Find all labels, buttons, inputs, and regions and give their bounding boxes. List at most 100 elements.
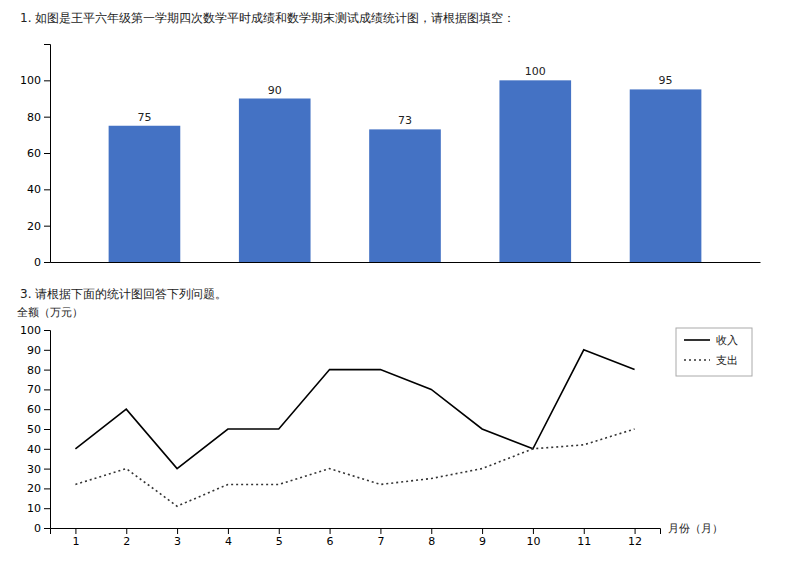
tick: 4 bbox=[225, 528, 232, 548]
line-chart: 3. 请根据下面的统计图回答下列问题。全额（万元）010203040506070… bbox=[17, 287, 752, 548]
tick-label: 10 bbox=[526, 535, 540, 548]
tick-label: 80 bbox=[27, 111, 41, 124]
tick-label: 7 bbox=[377, 535, 384, 548]
legend-label: 支出 bbox=[716, 354, 738, 367]
tick: 40 bbox=[27, 183, 50, 196]
series-line bbox=[75, 350, 634, 469]
tick-label: 20 bbox=[27, 482, 41, 495]
bar-chart: 1. 如图是王平六年级第一学期四次数学平时成绩和数学期末测试成绩统计图，请根据图… bbox=[20, 11, 761, 269]
tick: 0 bbox=[34, 522, 50, 535]
tick: 60 bbox=[27, 403, 50, 416]
tick-label: 90 bbox=[27, 344, 41, 357]
axis-line bbox=[44, 45, 51, 263]
tick-mark bbox=[44, 153, 50, 154]
tick-mark bbox=[44, 528, 50, 529]
bar bbox=[499, 80, 571, 262]
tick-mark bbox=[482, 528, 483, 534]
page: 1. 如图是王平六年级第一学期四次数学平时成绩和数学期末测试成绩统计图，请根据图… bbox=[0, 0, 800, 565]
tick-label: 3 bbox=[174, 535, 181, 548]
tick-label: 80 bbox=[27, 364, 41, 377]
tick-mark bbox=[431, 528, 432, 534]
series-line bbox=[75, 429, 634, 506]
data-label: 73 bbox=[398, 114, 412, 127]
legend-item: 支出 bbox=[684, 354, 738, 367]
tick: 30 bbox=[27, 463, 50, 476]
tick: 50 bbox=[27, 423, 50, 436]
tick-mark bbox=[330, 528, 331, 534]
tick-label: 2 bbox=[123, 535, 130, 548]
axis-title: 月份（月） bbox=[668, 522, 723, 535]
tick: 9 bbox=[479, 528, 486, 548]
tick-mark bbox=[44, 389, 50, 390]
tick-mark bbox=[126, 528, 127, 534]
tick-label: 0 bbox=[34, 256, 41, 269]
legend-swatch bbox=[684, 359, 710, 361]
tick-label: 40 bbox=[27, 183, 41, 196]
tick-mark bbox=[44, 117, 50, 118]
bar bbox=[369, 129, 441, 262]
tick-label: 70 bbox=[27, 383, 41, 396]
legend-frame bbox=[676, 328, 752, 376]
axis-line bbox=[51, 529, 661, 535]
tick: 70 bbox=[27, 383, 50, 396]
tick-label: 50 bbox=[27, 423, 41, 436]
tick-mark bbox=[44, 370, 50, 371]
tick: 8 bbox=[428, 528, 435, 548]
tick-label: 60 bbox=[27, 147, 41, 160]
data-labels: 75907310095 bbox=[137, 65, 672, 127]
tick-mark bbox=[44, 80, 50, 81]
chart-title: 3. 请根据下面的统计图回答下列问题。 bbox=[20, 287, 227, 301]
tick-label: 0 bbox=[34, 522, 41, 535]
tick-label: 5 bbox=[276, 535, 283, 548]
tick-label: 30 bbox=[27, 463, 41, 476]
bars bbox=[109, 80, 702, 262]
x-axis: 123456789101112 bbox=[51, 528, 661, 548]
tick-mark bbox=[279, 528, 280, 534]
tick: 20 bbox=[27, 482, 50, 495]
tick-label: 1 bbox=[72, 535, 79, 548]
data-label: 100 bbox=[525, 65, 546, 78]
lines bbox=[75, 350, 634, 506]
tick-mark bbox=[44, 469, 50, 470]
data-label: 90 bbox=[268, 84, 282, 97]
chart-title: 1. 如图是王平六年级第一学期四次数学平时成绩和数学期末测试成绩统计图，请根据图… bbox=[20, 11, 515, 25]
bar bbox=[630, 89, 702, 262]
tick: 11 bbox=[577, 528, 591, 548]
tick-label: 60 bbox=[27, 403, 41, 416]
tick-mark bbox=[584, 528, 585, 534]
tick-mark bbox=[44, 350, 50, 351]
tick: 60 bbox=[27, 147, 50, 160]
tick-mark bbox=[75, 528, 76, 534]
tick-mark bbox=[228, 528, 229, 534]
tick: 10 bbox=[526, 528, 540, 548]
legend-item: 收入 bbox=[684, 334, 738, 347]
tick-mark bbox=[44, 226, 50, 227]
tick: 0 bbox=[34, 256, 50, 269]
tick-label: 100 bbox=[20, 324, 41, 337]
legend: 收入支出 bbox=[676, 328, 752, 376]
tick-label: 40 bbox=[27, 443, 41, 456]
tick: 100 bbox=[20, 324, 50, 337]
tick-mark bbox=[44, 330, 50, 331]
tick: 5 bbox=[276, 528, 283, 548]
tick: 80 bbox=[27, 364, 50, 377]
y-axis: 020406080100 bbox=[20, 45, 51, 270]
tick-label: 4 bbox=[225, 535, 232, 548]
tick-mark bbox=[177, 528, 178, 534]
tick: 1 bbox=[72, 528, 79, 548]
tick: 40 bbox=[27, 443, 50, 456]
tick-mark bbox=[635, 528, 636, 534]
tick: 6 bbox=[327, 528, 334, 548]
tick: 3 bbox=[174, 528, 181, 548]
tick-mark bbox=[44, 429, 50, 430]
y-axis: 0102030405060708090100 bbox=[20, 324, 51, 535]
tick: 20 bbox=[27, 220, 50, 233]
tick-mark bbox=[533, 528, 534, 534]
tick: 7 bbox=[377, 528, 384, 548]
tick-mark bbox=[44, 488, 50, 489]
tick-mark bbox=[44, 508, 50, 509]
data-label: 95 bbox=[659, 74, 673, 87]
x-axis bbox=[51, 262, 761, 263]
tick-mark bbox=[44, 449, 50, 450]
legend-swatch bbox=[684, 339, 710, 341]
